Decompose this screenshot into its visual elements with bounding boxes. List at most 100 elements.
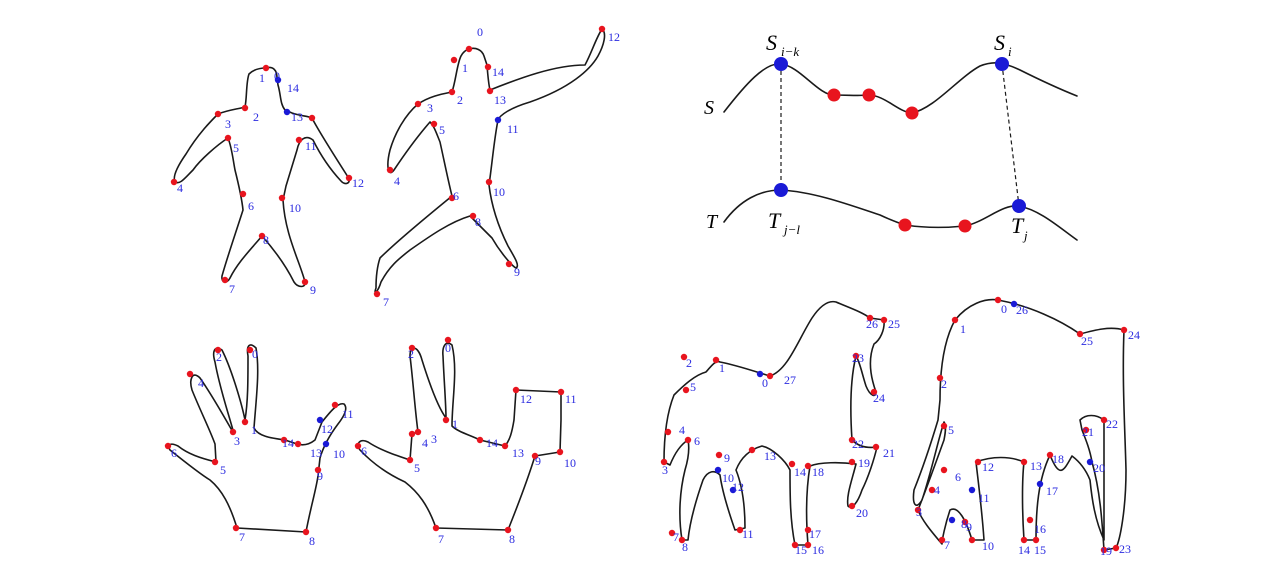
horse-landmark-label: 12 bbox=[732, 480, 744, 494]
hand-b-landmark-point bbox=[408, 430, 416, 438]
labels-layer: 0123456789101112131401234567891011121314… bbox=[171, 25, 1140, 558]
elephant-landmark-label: 15 bbox=[1034, 543, 1046, 557]
human-b-landmark-label: 7 bbox=[383, 295, 389, 309]
elephant-landmark-point bbox=[1020, 536, 1028, 544]
s-right-label: S i bbox=[994, 30, 1012, 59]
t-left-base: T bbox=[768, 208, 782, 233]
horse-landmark-label: 19 bbox=[858, 456, 870, 470]
elephant-landmark-point bbox=[914, 506, 922, 514]
horse-landmark-label: 26 bbox=[866, 317, 878, 331]
hand-b-landmark-label: 3 bbox=[431, 432, 437, 446]
horse-landmark-label: 0 bbox=[762, 376, 768, 390]
human-a-landmark-label: 5 bbox=[233, 141, 239, 155]
horse-landmark-label: 18 bbox=[812, 465, 824, 479]
hand-b-landmark-label: 5 bbox=[414, 461, 420, 475]
s-i-minus-k-point bbox=[774, 57, 788, 71]
horse-landmark-point bbox=[715, 451, 723, 459]
hand-a-landmark-point bbox=[302, 528, 310, 536]
s-left-base: S bbox=[766, 30, 777, 55]
human-a-landmark-label: 0 bbox=[274, 69, 280, 83]
hand-b-landmark-label: 7 bbox=[438, 532, 444, 546]
human-b-landmark-point bbox=[469, 212, 477, 220]
elephant-landmark-point bbox=[1112, 544, 1120, 552]
s-matched-point bbox=[827, 88, 841, 102]
horse-landmark-point bbox=[848, 458, 856, 466]
hand-b-landmark-label: 8 bbox=[509, 532, 515, 546]
t-left-label: T j−l bbox=[768, 208, 800, 237]
human-a-landmark-point bbox=[239, 190, 247, 198]
hand-a-landmark-point bbox=[186, 370, 194, 378]
horse-landmark-point bbox=[788, 460, 796, 468]
horse-landmark-point bbox=[660, 458, 668, 466]
elephant-landmark-label: 6 bbox=[955, 470, 961, 484]
elephant-landmark-point bbox=[1100, 546, 1108, 554]
hand-a-landmark-point bbox=[164, 442, 172, 450]
elephant-landmark-point bbox=[940, 466, 948, 474]
elephant-landmark-label: 12 bbox=[982, 460, 994, 474]
horse-landmark-label: 4 bbox=[679, 423, 685, 437]
human-b-landmark-label: 6 bbox=[453, 189, 459, 203]
horse-landmark-point bbox=[678, 536, 686, 544]
elephant-landmark-point bbox=[1036, 480, 1044, 488]
hand-b-landmark-label: 12 bbox=[520, 392, 532, 406]
elephant-landmark-point bbox=[961, 518, 969, 526]
human-a-landmark-point bbox=[170, 178, 178, 186]
hand-b-landmark-label: 2 bbox=[408, 347, 414, 361]
curve-s-label: S bbox=[704, 97, 714, 119]
horse-landmark-point bbox=[756, 370, 764, 378]
human-b-landmark-point bbox=[386, 166, 394, 174]
hand-a-landmark-point bbox=[211, 458, 219, 466]
s-matched-point bbox=[862, 88, 876, 102]
human-b-landmark-point bbox=[450, 56, 458, 64]
elephant-landmark-label: 20 bbox=[1093, 461, 1105, 475]
human-b-landmark-label: 1 bbox=[462, 61, 468, 75]
elephant-landmark-point bbox=[1010, 300, 1018, 308]
elephant-landmark-label: 22 bbox=[1106, 417, 1118, 431]
horse-landmark-point bbox=[714, 466, 722, 474]
horse-landmark-label: 23 bbox=[852, 351, 864, 365]
human-a-landmark-label: 7 bbox=[229, 282, 235, 296]
horse-landmark-label: 3 bbox=[662, 463, 668, 477]
correspondence-right bbox=[1001, 63, 1020, 207]
hand-b-landmark-point bbox=[504, 526, 512, 534]
human-a-landmark-point bbox=[214, 110, 222, 118]
t-matched-point bbox=[898, 218, 912, 232]
elephant-landmark-label: 25 bbox=[1081, 334, 1093, 348]
elephant-landmark-label: 1 bbox=[960, 322, 966, 336]
elephant-landmark-label: 13 bbox=[1030, 459, 1042, 473]
human-b-landmark-point bbox=[465, 45, 473, 53]
elephant-landmark-point bbox=[936, 374, 944, 382]
hand-b-landmark-label: 10 bbox=[564, 456, 576, 470]
horse-landmark-label: 27 bbox=[784, 373, 796, 387]
horse-landmark-point bbox=[880, 316, 888, 324]
hand-a-landmark-label: 7 bbox=[239, 530, 245, 544]
t-j-point bbox=[1012, 199, 1026, 213]
t-right-base: T bbox=[1011, 213, 1025, 238]
elephant-landmark-label: 14 bbox=[1018, 543, 1030, 557]
human-a-landmark-label: 9 bbox=[310, 283, 316, 297]
human-b-landmark-label: 9 bbox=[514, 265, 520, 279]
hand-a-landmark-point bbox=[214, 346, 222, 354]
horse-landmark-label: 1 bbox=[719, 361, 725, 375]
t-matched-point bbox=[958, 219, 972, 233]
hand-b-landmark-point bbox=[501, 442, 509, 450]
elephant-landmark-label: 19 bbox=[1100, 544, 1112, 558]
hand-a-landmark-label: 11 bbox=[342, 407, 354, 421]
horse-landmark-point bbox=[712, 356, 720, 364]
elephant-landmark-point bbox=[1032, 536, 1040, 544]
human-a-landmark-point bbox=[301, 278, 309, 286]
human-a-landmark-point bbox=[345, 174, 353, 182]
horse-landmark-label: 16 bbox=[812, 543, 824, 557]
human-a-landmark-point bbox=[224, 134, 232, 142]
human-b-landmark-point bbox=[430, 120, 438, 128]
hand-a-landmark-label: 14 bbox=[282, 436, 294, 450]
hand-a-landmark-label: 13 bbox=[310, 446, 322, 460]
hand-b-landmark-point bbox=[414, 428, 422, 436]
hand-b-landmark-point bbox=[432, 524, 440, 532]
human-a-landmark-point bbox=[221, 276, 229, 284]
hand-a-landmark-label: 5 bbox=[220, 463, 226, 477]
elephant-landmark-label: 11 bbox=[978, 491, 990, 505]
human-a-landmark-label: 8 bbox=[263, 233, 269, 247]
human-b-landmark-label: 0 bbox=[477, 25, 483, 39]
human-b-landmark-label: 4 bbox=[394, 174, 400, 188]
